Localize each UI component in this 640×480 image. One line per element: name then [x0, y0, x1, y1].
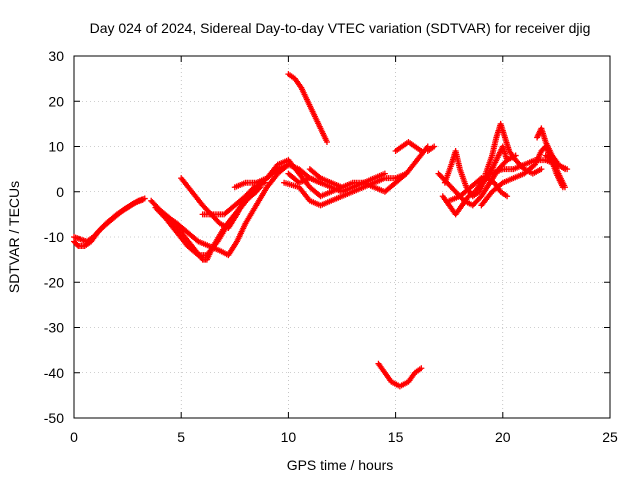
- x-tick-label: 20: [495, 429, 511, 445]
- series-14: [392, 138, 425, 155]
- axis-ticks: 0 5 10 15 20 25 -50 -40 -30 -20 -10 0 10 20 30: [44, 48, 618, 445]
- series-5: [161, 161, 292, 259]
- data-point: [431, 143, 438, 150]
- data-point: [74, 241, 81, 248]
- series-8: [231, 157, 345, 200]
- x-tick-label: 5: [177, 429, 185, 445]
- x-axis-label: GPS time / hours: [287, 457, 394, 473]
- data-point: [561, 166, 568, 173]
- chart-title: Day 024 of 2024, Sidereal Day-to-day VTE…: [90, 20, 591, 36]
- y-tick-label: -30: [44, 320, 64, 336]
- series-23: [542, 152, 568, 191]
- y-tick-label: -50: [44, 410, 64, 426]
- data-point: [139, 196, 146, 203]
- series-9: [285, 71, 330, 145]
- data-point: [381, 170, 388, 177]
- series-13: [375, 360, 425, 390]
- y-tick-label: 20: [48, 93, 64, 109]
- series-2: [71, 196, 146, 245]
- data-point: [194, 250, 201, 257]
- data-point: [498, 180, 505, 187]
- y-tick-label: -20: [44, 274, 64, 290]
- series-7: [199, 161, 324, 218]
- x-tick-label: 25: [602, 429, 618, 445]
- data-point: [194, 237, 201, 244]
- grid: [74, 56, 610, 418]
- y-tick-label: 30: [48, 48, 64, 64]
- y-tick-label: -10: [44, 229, 64, 245]
- y-tick-label: -40: [44, 365, 64, 381]
- data-point: [316, 174, 323, 181]
- x-tick-label: 15: [388, 429, 404, 445]
- data-point: [418, 148, 425, 155]
- data-point: [504, 193, 511, 200]
- data-points: [71, 71, 571, 390]
- y-tick-label: 10: [48, 139, 64, 155]
- data-point: [504, 157, 511, 164]
- data-point: [418, 365, 425, 372]
- x-tick-label: 0: [70, 429, 78, 445]
- data-point: [323, 138, 330, 145]
- series-15: [424, 143, 438, 155]
- y-axis-label: SDTVAR / TECUs: [6, 181, 22, 293]
- data-point: [538, 166, 545, 173]
- y-tick-label: 0: [56, 184, 64, 200]
- x-tick-label: 10: [281, 429, 297, 445]
- data-point: [477, 176, 484, 183]
- data-point: [561, 184, 568, 191]
